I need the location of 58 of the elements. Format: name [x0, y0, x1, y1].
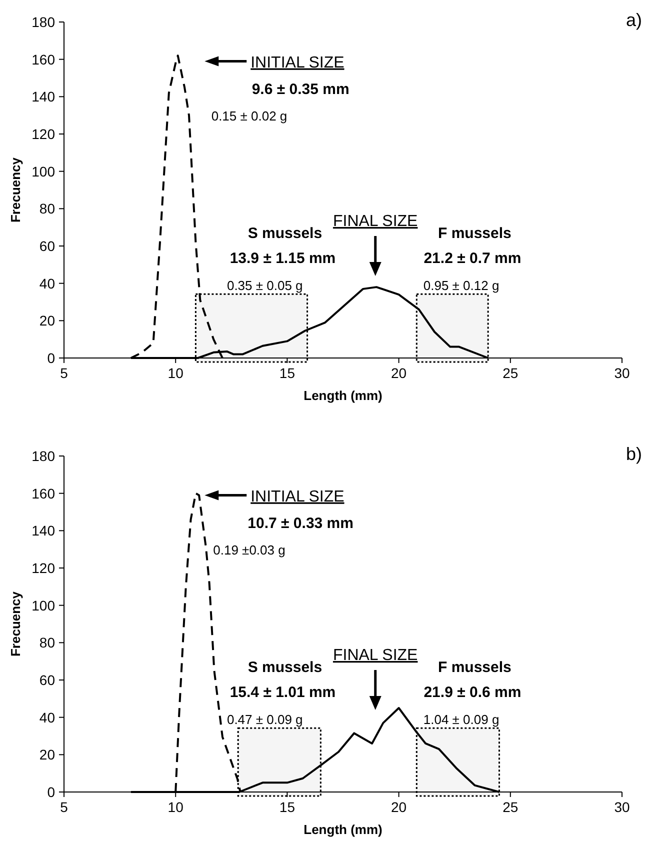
annotation: 10.7 ± 0.33 mm — [248, 515, 354, 532]
x-tick-label: 10 — [168, 365, 184, 381]
x-axis-title: Length (mm) — [304, 388, 382, 403]
annotation: S mussels — [248, 659, 322, 676]
y-tick-label: 60 — [39, 238, 56, 254]
x-tick-label: 30 — [614, 799, 630, 815]
y-axis-title: Frecuency — [8, 590, 23, 657]
y-tick-label: 0 — [47, 784, 56, 800]
annotation: 0.47 ± 0.09 g — [226, 712, 303, 728]
annotation: 0.95 ± 0.12 g — [423, 278, 500, 294]
y-tick-label: 120 — [32, 126, 56, 142]
x-tick-label: 15 — [279, 365, 296, 381]
annotation: INITIAL SIZE — [250, 488, 344, 506]
y-tick-label: 140 — [32, 522, 56, 539]
annotation: 0.19 ±0.03 g — [213, 542, 286, 558]
x-tick-label: 25 — [502, 799, 518, 815]
annotation: 0.35 ± 0.05 g — [226, 278, 303, 294]
y-tick-label: 40 — [39, 709, 56, 726]
chart-title: a) — [626, 10, 642, 30]
x-tick-label: 30 — [614, 365, 630, 381]
annotation: 0.15 ± 0.02 g — [211, 108, 288, 124]
y-tick-label: 120 — [32, 560, 56, 576]
x-axis-title: Length (mm) — [304, 822, 382, 837]
y-tick-label: 180 — [32, 448, 56, 464]
annotation: FINAL SIZE — [332, 213, 418, 230]
annotation: 1.04 ± 0.09 g — [423, 712, 500, 728]
y-tick-label: 160 — [32, 485, 56, 502]
annotation: 21.2 ± 0.7 mm — [424, 250, 522, 268]
x-tick-label: 5 — [60, 799, 68, 815]
annotation: INITIAL SIZE — [250, 54, 344, 72]
y-axis-title: Frecuency — [8, 156, 23, 223]
annotation: 15.4 ± 1.01 mm — [230, 684, 336, 702]
y-tick-label: 140 — [32, 88, 56, 105]
x-tick-label: 15 — [279, 799, 296, 815]
x-tick-label: 10 — [168, 799, 184, 815]
annotation: S mussels — [248, 225, 322, 242]
y-tick-label: 80 — [39, 634, 56, 651]
annotation: 13.9 ± 1.15 mm — [230, 250, 336, 268]
y-tick-label: 80 — [39, 200, 56, 217]
annotation: F mussels — [438, 659, 512, 676]
x-tick-label: 5 — [60, 365, 68, 381]
y-tick-label: 20 — [39, 746, 56, 763]
y-tick-label: 40 — [39, 275, 56, 292]
y-tick-label: 160 — [32, 51, 56, 68]
y-tick-label: 0 — [47, 350, 56, 366]
annotation: 9.6 ± 0.35 mm — [252, 81, 350, 98]
y-tick-label: 100 — [32, 163, 56, 180]
chart-title: b) — [626, 444, 642, 464]
y-tick-label: 20 — [39, 312, 56, 329]
y-tick-label: 60 — [39, 672, 56, 688]
y-tick-label: 180 — [32, 14, 56, 30]
y-tick-label: 100 — [32, 597, 56, 614]
x-tick-label: 25 — [502, 365, 518, 381]
annotation: FINAL SIZE — [332, 647, 418, 664]
x-tick-label: 20 — [391, 799, 407, 815]
annotation: 21.9 ± 0.6 mm — [424, 684, 522, 702]
annotation: F mussels — [438, 225, 512, 242]
x-tick-label: 20 — [391, 365, 407, 381]
